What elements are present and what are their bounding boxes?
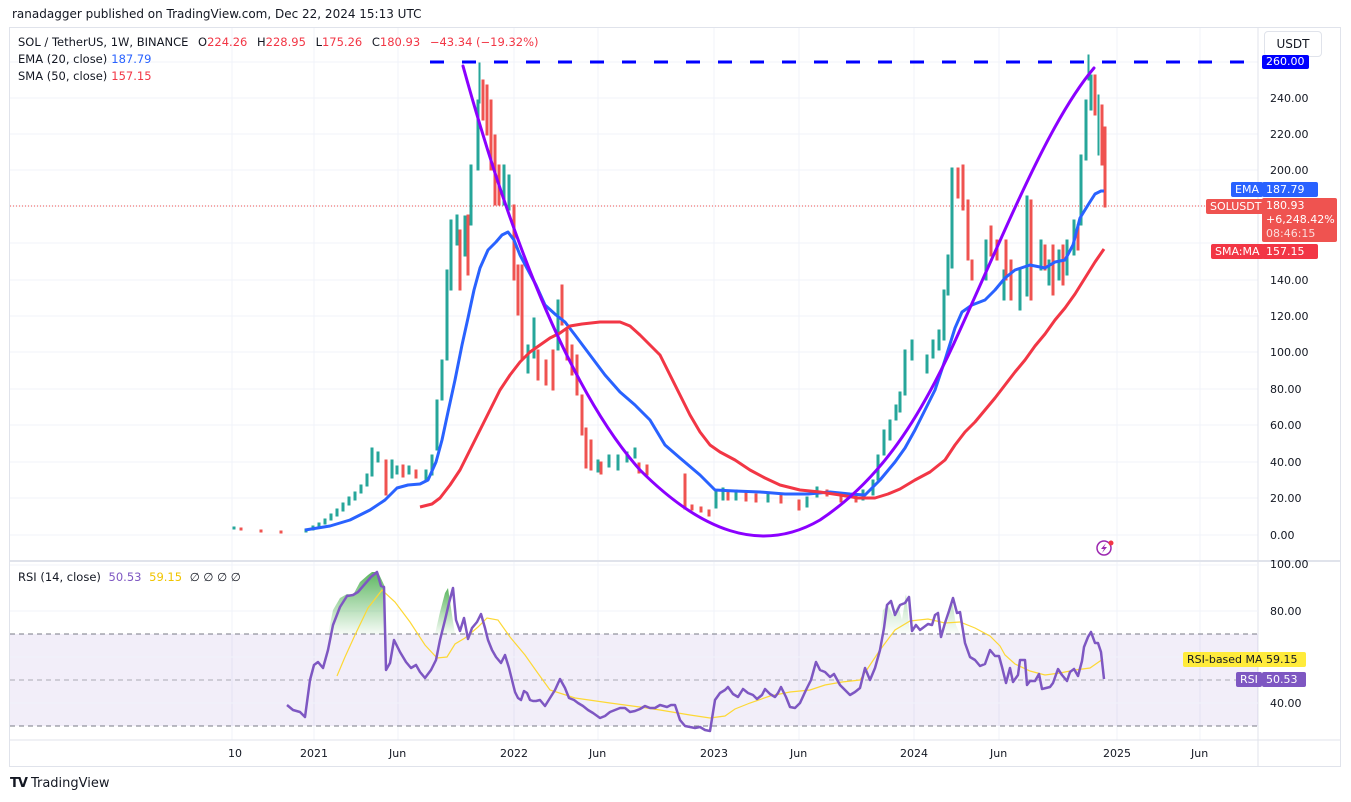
ema-legend[interactable]: EMA (20, close) 187.79 [18,52,152,66]
rsi-axis-value: 50.53 [1262,672,1306,687]
currency-button[interactable]: USDT [1264,31,1322,57]
sma-legend-value: 157.15 [111,69,152,83]
sma-axis-value: 157.15 [1262,244,1318,259]
price-gridlines [10,28,1258,740]
price-tick: 120.00 [1270,310,1309,323]
price-tick: 20.00 [1270,492,1302,505]
price-tick: 40.00 [1270,456,1302,469]
ema-legend-label: EMA (20, close) [18,52,108,66]
time-tick: 2023 [700,747,728,760]
price-tick: 0.00 [1270,529,1295,542]
low-value: 175.26 [321,35,363,49]
price-tick: 140.00 [1270,274,1309,287]
close-value: 180.93 [379,35,421,49]
sma-legend-label: SMA (50, close) [18,69,108,83]
time-tick: Jun [990,747,1008,760]
lightning-alert-icon[interactable] [1096,540,1114,556]
ema-legend-value: 187.79 [111,52,152,66]
ema-axis-label: EMA [1231,182,1263,197]
symbol-legend: SOL / TetherUS, 1W, BINANCE O224.26 H228… [18,35,539,49]
time-tick: Jun [790,747,808,760]
price-tick: 240.00 [1270,92,1309,105]
price-tick: 80.00 [1270,383,1302,396]
rsi-ma-line [336,589,1104,719]
time-tick: Jun [589,747,607,760]
tradingview-logo[interactable]: TV TradingView [10,776,109,791]
price-tick: 200.00 [1270,164,1309,177]
rsi-axis-label: RSI [1236,672,1262,687]
sma-axis-label: SMA:MA [1211,244,1264,259]
rsi-tick: 40.00 [1270,697,1302,710]
tradingview-logo-icon: TV [10,776,28,791]
bar-countdown: 08:46:15 [1266,227,1316,240]
rsi-line [286,570,1106,733]
rsi-ma-axis-label: RSI-based MA [1183,652,1267,667]
time-tick: Jun [1191,747,1209,760]
rsi-legend-extras: ∅ ∅ ∅ ∅ [189,570,241,584]
time-tick: 2021 [300,747,328,760]
price-tick: 100.00 [1270,346,1309,359]
ema-line [304,189,1104,532]
time-tick: 2025 [1103,747,1131,760]
time-tick: 2022 [500,747,528,760]
cup-curve [461,64,1096,538]
chart-frame [9,27,1341,767]
change-value: −43.34 (−19.32%) [429,35,539,49]
rsi-tick: 100.00 [1270,558,1309,571]
rsi-ma-legend-value: 59.15 [149,570,183,584]
time-tick: Jun [389,747,407,760]
time-tick: 10 [228,747,242,760]
tradingview-logo-text: TradingView [30,776,110,791]
price-tick: 60.00 [1270,419,1302,432]
last-price-tag: 180.93 +6,248.42% 08:46:15 [1262,198,1337,242]
rsi-legend-value: 50.53 [108,570,142,584]
rsi-legend[interactable]: RSI (14, close) 50.53 59.15 ∅ ∅ ∅ ∅ [18,570,241,584]
sma-legend[interactable]: SMA (50, close) 157.15 [18,69,152,83]
last-price-change-pct: +6,248.42% [1266,213,1335,226]
publish-line: ranadagger published on TradingView.com,… [12,7,422,21]
open-value: 224.26 [207,35,248,49]
high-value: 228.95 [265,35,306,49]
price-tick: 220.00 [1270,128,1309,141]
ema-axis-value: 187.79 [1262,182,1318,197]
resistance-price-tag: 260.00 [1262,55,1309,69]
rsi-legend-label: RSI (14, close) [18,570,101,584]
symbol-name[interactable]: SOL / TetherUS, 1W, BINANCE [18,35,189,49]
rsi-ma-axis-value: 59.15 [1262,652,1306,667]
last-price-value: 180.93 [1266,199,1305,212]
time-tick: 2024 [900,747,928,760]
symbol-axis-label: SOLUSDT [1206,199,1266,214]
sma-line [419,248,1106,509]
rsi-tick: 80.00 [1270,605,1302,618]
